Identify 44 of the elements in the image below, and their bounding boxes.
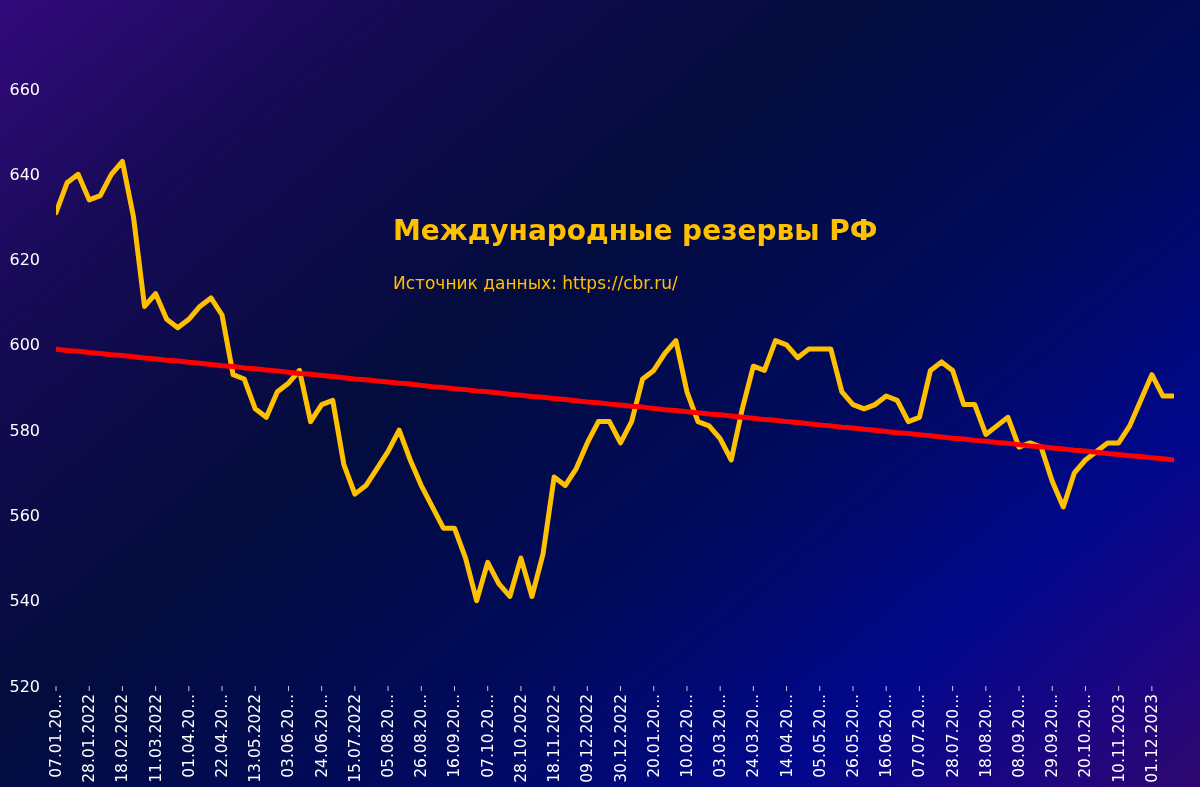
x-tick-label: 20.10.20... <box>1076 694 1095 778</box>
y-tick-label: 540 <box>9 591 40 611</box>
x-tick-label: 11.03.2022 <box>146 694 165 783</box>
x-tick-label: 10.11.2023 <box>1109 694 1128 783</box>
x-tick-label: 24.06.20... <box>312 694 331 778</box>
x-tick-label: 05.05.20... <box>810 694 829 778</box>
x-tick-label: 09.12.2022 <box>578 694 597 783</box>
y-tick-label: 580 <box>9 420 40 440</box>
x-tick-label: 20.01.20... <box>644 694 663 778</box>
y-tick-label: 560 <box>9 505 40 525</box>
x-tick-label: 30.12.2022 <box>611 694 630 783</box>
x-tick-label: 07.07.20... <box>910 694 929 778</box>
x-tick-label: 07.01.20... <box>47 694 65 778</box>
x-tick-label: 28.01.2022 <box>80 694 99 783</box>
text: Международные резервы РФ <box>393 214 878 248</box>
x-tick-label: 18.11.2022 <box>545 694 564 783</box>
annotation: Источник данных: https://cbr.ru/ <box>393 272 679 294</box>
x-tick-label: 24.03.20... <box>744 694 763 778</box>
x-tick-label: 28.07.20... <box>943 694 962 778</box>
x-tick-label: 13.05.2022 <box>246 694 265 783</box>
x-tick-label: 01.04.20... <box>179 694 198 778</box>
x-tick-label: 22.04.20... <box>213 694 232 778</box>
x-tick-label: 03.06.20... <box>279 694 298 778</box>
x-tick-label: 01.12.2023 <box>1142 694 1161 783</box>
x-tick-label: 29.09.20... <box>1043 694 1062 778</box>
y-tick-label: 660 <box>9 79 40 99</box>
y-tick-label: 640 <box>9 164 40 184</box>
x-tick-label: 18.02.2022 <box>113 694 132 783</box>
x-tick-label: 07.10.20... <box>478 694 497 778</box>
y-tick-label: 600 <box>9 335 40 355</box>
x-tick-label: 14.04.20... <box>777 694 796 778</box>
x-tick-label: 18.08.20... <box>976 694 995 778</box>
x-tick-label: 10.02.20... <box>677 694 696 778</box>
x-tick-label: 05.08.20... <box>379 694 398 778</box>
x-tick-label: 08.09.20... <box>1010 694 1029 778</box>
x-tick-label: 26.05.20... <box>843 694 862 778</box>
x-tick-label: 28.10.2022 <box>511 694 530 783</box>
y-tick-label: 520 <box>9 676 40 696</box>
x-tick-label: 15.07.2022 <box>345 694 364 783</box>
y-tick-label: 620 <box>9 250 40 270</box>
x-tick-label: 16.09.20... <box>445 694 464 778</box>
x-tick-label: 26.08.20... <box>412 694 431 778</box>
x-tick-label: 16.06.20... <box>877 694 896 778</box>
x-tick-label: 03.03.20... <box>711 694 730 778</box>
